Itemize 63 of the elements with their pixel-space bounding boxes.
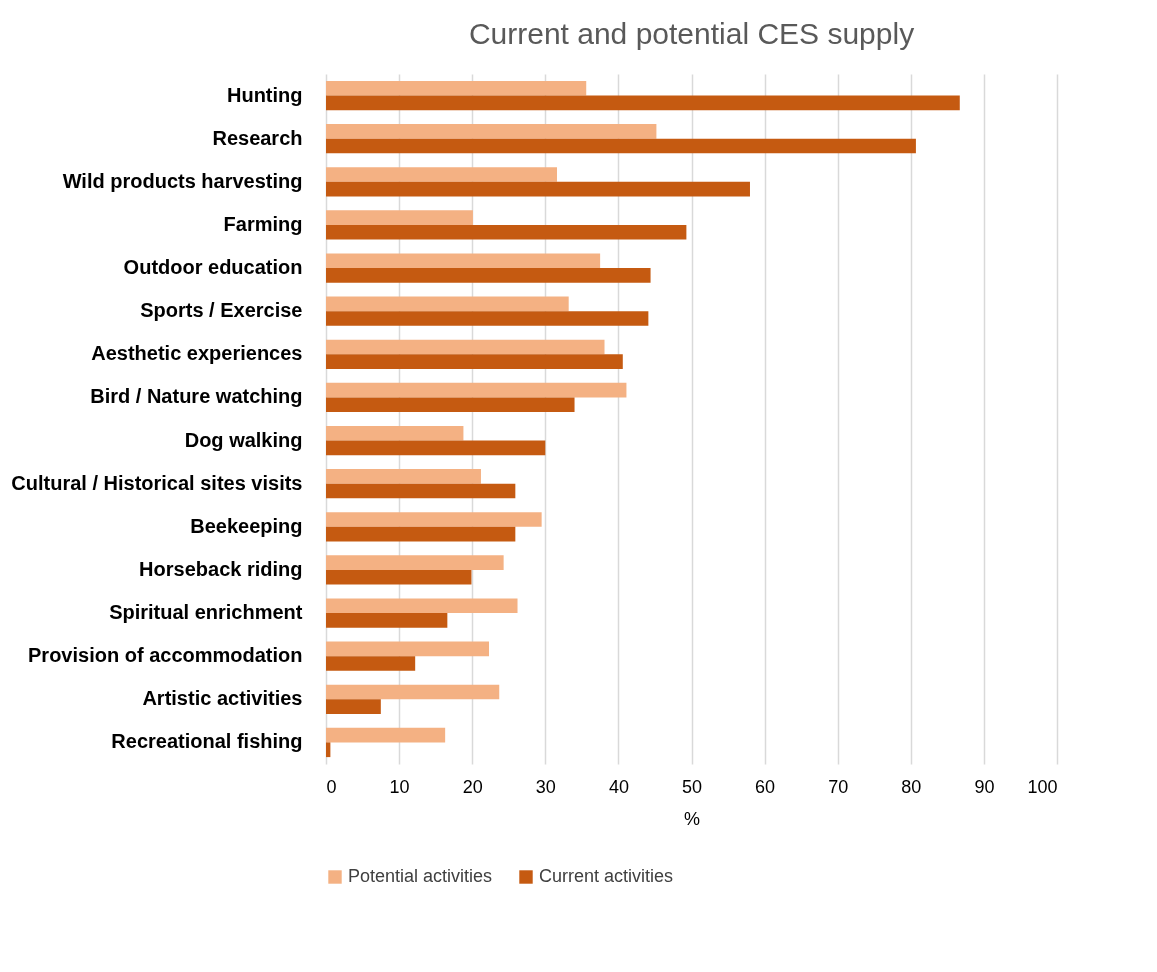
y-tick-label: Bird / Nature watching: [90, 385, 303, 408]
bar: [326, 397, 575, 413]
y-tick-label: Recreational fishing: [111, 730, 303, 753]
bar: [326, 167, 557, 182]
bar: [326, 613, 448, 628]
y-tick-label: Spiritual enrichment: [109, 601, 303, 624]
bar: [326, 80, 587, 96]
y-tick-label: Farming: [223, 212, 303, 235]
bar: [326, 656, 416, 671]
x-tick-label: 40: [608, 776, 629, 797]
bar: [326, 699, 381, 714]
x-tick-label: 30: [535, 776, 556, 797]
bar: [326, 526, 516, 542]
y-tick-label: Wild products harvesting: [62, 169, 303, 192]
bar: [326, 512, 542, 527]
bar: [326, 440, 546, 456]
x-tick-label: 80: [901, 776, 922, 797]
bar: [326, 268, 651, 283]
bar: [326, 382, 627, 398]
y-tick-label: Sports / Exercise: [140, 299, 303, 322]
bar: [326, 483, 516, 499]
x-tick-label: 20: [462, 776, 483, 797]
bar: [326, 210, 473, 225]
bar: [326, 296, 569, 312]
bar: [326, 425, 464, 441]
x-axis-title: %: [683, 808, 701, 829]
bar: [326, 138, 916, 154]
y-tick-label: Provision of accommodation: [28, 644, 303, 667]
x-tick-label: 0: [326, 776, 337, 797]
x-tick-label: 90: [974, 776, 995, 797]
bar: [326, 311, 649, 326]
bar: [326, 253, 601, 269]
y-tick-label: Artistic activities: [142, 687, 303, 710]
bar: [326, 339, 605, 355]
bar: [326, 469, 481, 484]
bar: [326, 181, 750, 197]
legend-label: Potential activities: [348, 866, 493, 886]
y-tick-label: Horseback riding: [139, 557, 303, 580]
bar: [326, 569, 472, 585]
bar: [326, 224, 687, 240]
bar: [326, 727, 446, 743]
bar: [326, 598, 518, 614]
y-tick-label: Outdoor education: [123, 256, 303, 279]
bar: [326, 95, 960, 111]
bar: [326, 641, 490, 657]
bar: [326, 354, 623, 369]
bar: [326, 124, 657, 139]
y-tick-label: Aesthetic experiences: [91, 342, 303, 365]
y-tick-label: Hunting: [226, 83, 303, 106]
y-tick-label: Research: [212, 126, 303, 149]
bar: [326, 555, 504, 570]
x-tick-label: 60: [755, 776, 776, 797]
x-tick-label: 10: [389, 776, 410, 797]
x-tick-label: 50: [681, 776, 703, 797]
y-tick-label: Beekeeping: [190, 514, 303, 537]
bar: [326, 742, 331, 758]
x-tick-label: 100: [1027, 776, 1058, 797]
legend-label: Current activities: [539, 866, 674, 886]
x-tick-label: 70: [828, 776, 849, 797]
y-tick-label: Dog walking: [184, 428, 303, 451]
bar: [326, 684, 500, 700]
y-tick-label: Cultural / Historical sites visits: [11, 471, 303, 494]
chart-title: Current and potential CES supply: [468, 17, 915, 50]
